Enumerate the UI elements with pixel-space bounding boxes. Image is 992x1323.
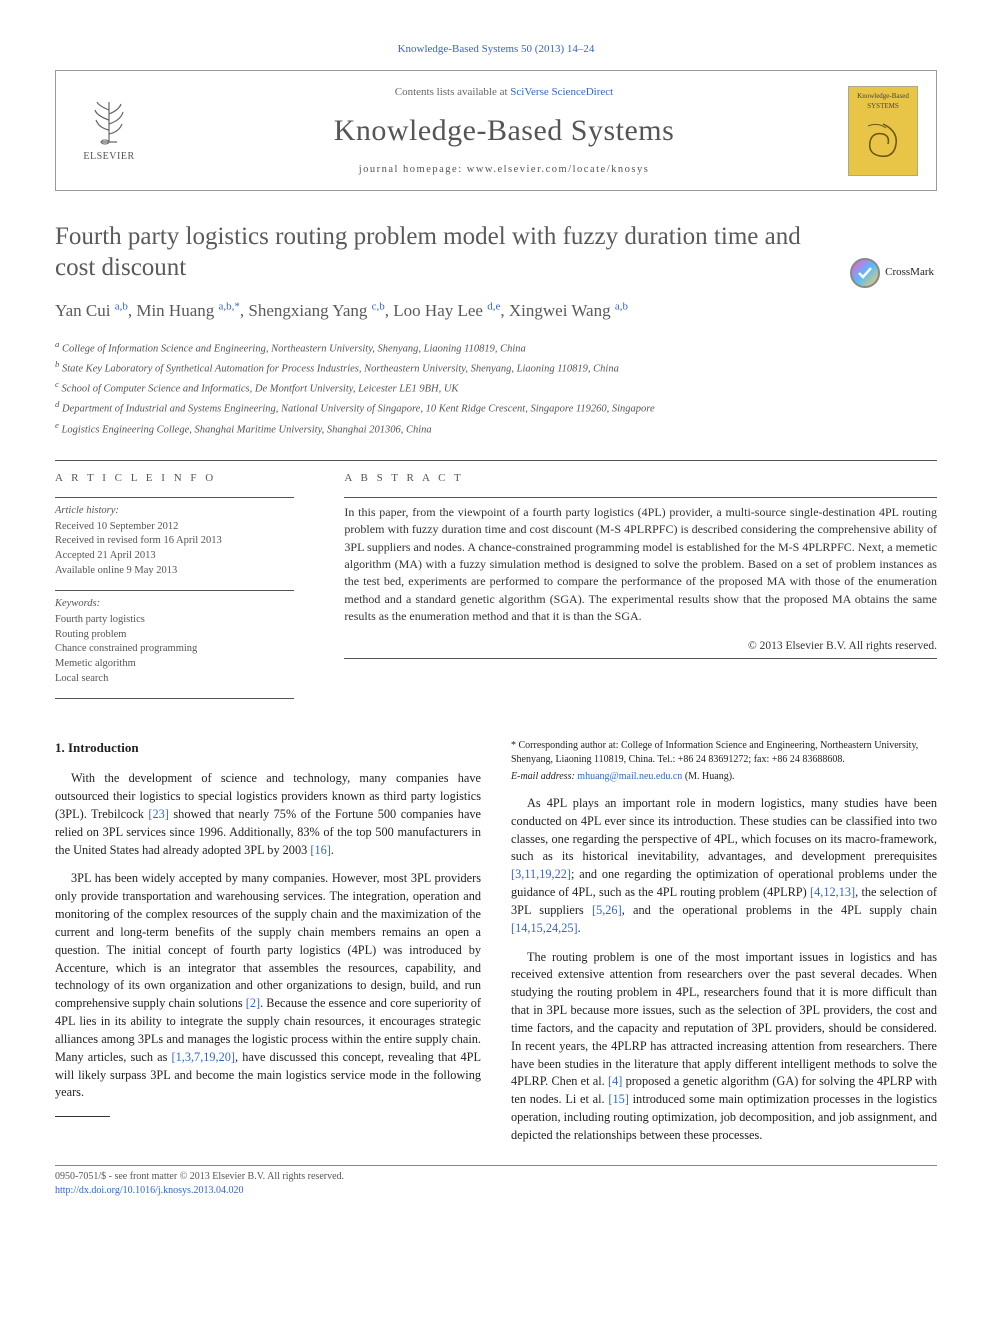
history-line: Received in revised form 16 April 2013 bbox=[55, 534, 314, 549]
homepage-prefix: journal homepage: bbox=[359, 164, 467, 175]
abstract-text: In this paper, from the viewpoint of a f… bbox=[344, 504, 937, 626]
history-line: Received 10 September 2012 bbox=[55, 520, 314, 535]
contents-prefix: Contents lists available at bbox=[395, 86, 510, 98]
intro-paragraph-3: As 4PL plays an important role in modern… bbox=[511, 795, 937, 938]
affiliation-line: a College of Information Science and Eng… bbox=[55, 338, 937, 357]
elsevier-logo: ELSEVIER bbox=[74, 93, 144, 169]
keyword-line: Routing problem bbox=[55, 628, 314, 643]
crossmark-badge[interactable]: CrossMark bbox=[850, 258, 934, 288]
citation-ref[interactable]: [15] bbox=[608, 1092, 629, 1106]
email-label: E-mail address: bbox=[511, 771, 575, 782]
cover-art-icon bbox=[858, 116, 908, 166]
author-list: Yan Cui a,b, Min Huang a,b,*, Shengxiang… bbox=[55, 299, 937, 324]
contents-available-line: Contents lists available at SciVerse Sci… bbox=[160, 85, 848, 101]
history-line: Accepted 21 April 2013 bbox=[55, 549, 314, 564]
corresponding-author-footnote: * Corresponding author at: College of In… bbox=[511, 739, 937, 784]
citation-ref[interactable]: [23] bbox=[148, 807, 169, 821]
citation-ref[interactable]: [4] bbox=[608, 1074, 622, 1088]
article-body: 1. Introduction With the development of … bbox=[55, 739, 937, 1144]
journal-cover-thumbnail: Knowledge-Based SYSTEMS bbox=[848, 86, 918, 176]
journal-homepage-line: journal homepage: www.elsevier.com/locat… bbox=[160, 162, 848, 177]
footnote-separator bbox=[55, 1116, 110, 1117]
affiliation-line: d Department of Industrial and Systems E… bbox=[55, 398, 937, 417]
citation-line: Knowledge-Based Systems 50 (2013) 14–24 bbox=[55, 42, 937, 58]
article-info-heading: A R T I C L E I N F O bbox=[55, 471, 314, 487]
citation-ref[interactable]: [4,12,13] bbox=[810, 885, 855, 899]
article-info-column: A R T I C L E I N F O Article history: R… bbox=[55, 461, 328, 710]
affiliation-line: b State Key Laboratory of Synthetical Au… bbox=[55, 358, 937, 377]
homepage-url[interactable]: www.elsevier.com/locate/knosys bbox=[467, 164, 650, 175]
history-line: Available online 9 May 2013 bbox=[55, 564, 314, 579]
citation-ref[interactable]: [1,3,7,19,20] bbox=[172, 1050, 236, 1064]
keyword-line: Local search bbox=[55, 672, 314, 687]
article-history-label: Article history: bbox=[55, 504, 314, 519]
intro-paragraph-4: The routing problem is one of the most i… bbox=[511, 949, 937, 1145]
affiliation-line: e Logistics Engineering College, Shangha… bbox=[55, 419, 937, 438]
footnote-text: * Corresponding author at: College of In… bbox=[511, 739, 937, 766]
citation-ref[interactable]: [14,15,24,25] bbox=[511, 921, 578, 935]
journal-header: ELSEVIER Contents lists available at Sci… bbox=[55, 70, 937, 191]
affiliation-line: c School of Computer Science and Informa… bbox=[55, 378, 937, 397]
intro-paragraph-2: 3PL has been widely accepted by many com… bbox=[55, 870, 481, 1102]
keyword-line: Chance constrained programming bbox=[55, 642, 314, 657]
corresponding-email[interactable]: mhuang@mail.neu.edu.cn bbox=[577, 771, 682, 782]
article-title: Fourth party logistics routing problem m… bbox=[55, 221, 937, 284]
cover-title-text: Knowledge-Based SYSTEMS bbox=[853, 91, 913, 111]
abstract-copyright: © 2013 Elsevier B.V. All rights reserved… bbox=[344, 638, 937, 655]
citation-ref[interactable]: [5,26] bbox=[592, 903, 622, 917]
intro-paragraph-1: With the development of science and tech… bbox=[55, 770, 481, 859]
abstract-column: A B S T R A C T In this paper, from the … bbox=[328, 461, 937, 710]
sciverse-link[interactable]: SciVerse ScienceDirect bbox=[510, 86, 613, 98]
crossmark-label: CrossMark bbox=[885, 265, 934, 281]
doi-link[interactable]: http://dx.doi.org/10.1016/j.knosys.2013.… bbox=[55, 1185, 243, 1196]
keyword-line: Fourth party logistics bbox=[55, 613, 314, 628]
elsevier-logo-text: ELSEVIER bbox=[83, 150, 134, 165]
elsevier-tree-icon bbox=[89, 98, 129, 146]
email-attribution: (M. Huang). bbox=[685, 771, 735, 782]
citation-ref[interactable]: [3,11,19,22] bbox=[511, 867, 571, 881]
section-1-heading: 1. Introduction bbox=[55, 739, 481, 758]
citation-ref[interactable]: [2] bbox=[246, 996, 260, 1010]
citation-ref[interactable]: [16] bbox=[310, 843, 331, 857]
affiliations-list: a College of Information Science and Eng… bbox=[55, 338, 937, 438]
page-footer-strip: 0950-7051/$ - see front matter © 2013 El… bbox=[55, 1165, 937, 1199]
abstract-heading: A B S T R A C T bbox=[344, 471, 937, 487]
crossmark-icon bbox=[850, 258, 880, 288]
keywords-label: Keywords: bbox=[55, 597, 314, 612]
journal-name: Knowledge-Based Systems bbox=[160, 109, 848, 153]
front-matter-line: 0950-7051/$ - see front matter © 2013 El… bbox=[55, 1170, 937, 1185]
keyword-line: Memetic algorithm bbox=[55, 657, 314, 672]
